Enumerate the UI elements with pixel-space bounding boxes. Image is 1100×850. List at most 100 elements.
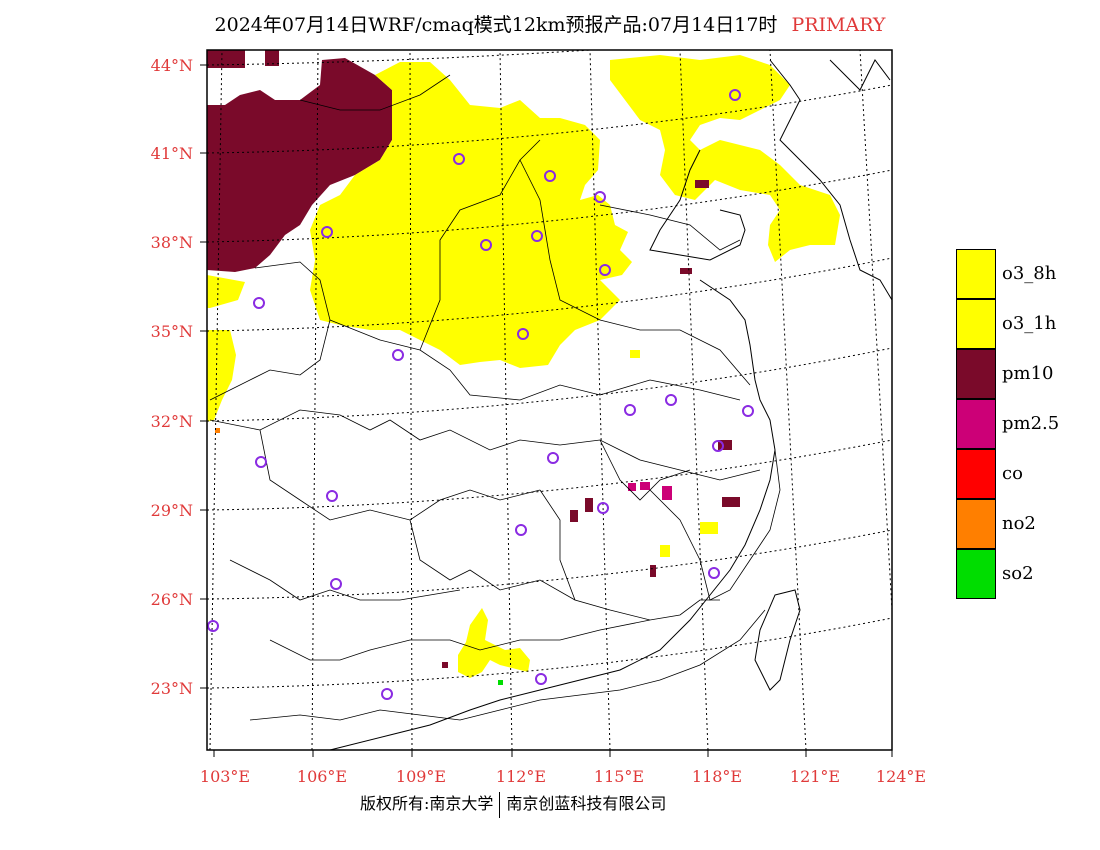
station-circle: [381, 688, 393, 700]
pm10-patch: [695, 180, 709, 188]
latitude-ticks: [200, 64, 207, 689]
station-circle: [531, 230, 543, 242]
pm10-region-northwest: [207, 58, 392, 272]
pm10-patch: [680, 268, 692, 274]
legend-label: pm2.5: [1002, 413, 1060, 434]
copyright-footer: 版权所有:南京大学 南京创蓝科技有限公司: [360, 790, 666, 818]
station-circle: [255, 456, 267, 468]
longitude-ticks: [213, 750, 893, 757]
lon-label-112: 112°E: [496, 767, 546, 786]
map-content: [207, 50, 892, 750]
lat-label-29: 29°N: [151, 501, 193, 520]
pm10-patch: [442, 662, 448, 668]
lon-label-103: 103°E: [200, 767, 250, 786]
pm10-patch: [265, 50, 279, 66]
pm10-patch: [585, 498, 593, 512]
lon-label-109: 109°E: [396, 767, 446, 786]
legend-item-no2: no2: [956, 499, 1100, 549]
lon-label-124: 124°E: [876, 767, 926, 786]
lat-label-23: 23°N: [151, 679, 193, 698]
o3-region-northeast: [610, 55, 840, 262]
lon-label-121: 121°E: [790, 767, 840, 786]
lon-label-115: 115°E: [594, 767, 644, 786]
station-circle: [253, 297, 265, 309]
lon-label-106: 106°E: [297, 767, 347, 786]
station-circle: [517, 328, 529, 340]
station-circle: [665, 394, 677, 406]
legend-swatch: [956, 349, 996, 399]
map-title: 2024年07月14日WRF/cmaq模式12km预报产品:07月14日17时 P…: [0, 10, 1100, 37]
footer-separator: [499, 791, 501, 818]
o3-region-guangdong: [458, 608, 530, 678]
station-circle: [326, 490, 338, 502]
title-primary-tag: PRIMARY: [791, 14, 886, 36]
copyright-right: 南京创蓝科技有限公司: [506, 794, 667, 813]
station-circle: [599, 264, 611, 276]
lat-label-26: 26°N: [151, 590, 193, 609]
lat-label-32: 32°N: [151, 412, 193, 431]
station-circle: [742, 405, 754, 417]
pm10-patch: [718, 440, 732, 450]
pm10-patch: [207, 50, 245, 68]
station-circle: [330, 578, 342, 590]
legend-swatch: [956, 249, 996, 299]
station-markers: [207, 89, 754, 700]
province-boundaries: [209, 74, 781, 721]
lon-label-118: 118°E: [692, 767, 742, 786]
no2-patch: [215, 428, 220, 433]
legend-item-co: co: [956, 449, 1100, 499]
station-circle: [594, 191, 606, 203]
legend-label: no2: [1002, 513, 1036, 534]
pm25-patch: [662, 486, 672, 500]
station-circle: [392, 349, 404, 361]
station-circle: [544, 170, 556, 182]
legend-item-o3-1h: o3_1h: [956, 299, 1100, 349]
o3-region-west: [207, 275, 245, 308]
lat-label-41: 41°N: [151, 144, 193, 163]
pm10-patch: [722, 497, 740, 507]
legend-label: co: [1002, 463, 1023, 484]
o3-region-west-2: [207, 330, 236, 422]
pm25-patch: [640, 482, 650, 490]
o3-region-north-china: [310, 62, 632, 368]
station-circle: [321, 226, 333, 238]
o3-patch: [700, 522, 718, 534]
legend-label: o3_1h: [1002, 313, 1057, 334]
longitude-gridlines: [209, 50, 892, 750]
lat-label-38: 38°N: [151, 233, 193, 252]
so2-patch: [498, 680, 503, 685]
station-circle: [453, 153, 465, 165]
pm10-patch: [570, 510, 578, 522]
map-frame: [206, 49, 893, 751]
station-circle: [712, 440, 724, 452]
lat-label-35: 35°N: [151, 322, 193, 341]
station-circle: [535, 673, 547, 685]
legend-item-pm10: pm10: [956, 349, 1100, 399]
legend-item-pm25: pm2.5: [956, 399, 1100, 449]
legend-label: o3_8h: [1002, 263, 1057, 284]
o3-patch: [630, 350, 640, 358]
legend-item-so2: so2: [956, 549, 1100, 599]
legend-swatch: [956, 549, 996, 599]
title-text: 2024年07月14日WRF/cmaq模式12km预报产品:07月14日17时: [214, 14, 778, 36]
o3-patch: [660, 545, 670, 557]
station-circle: [480, 239, 492, 251]
station-circle: [515, 524, 527, 536]
legend-label: so2: [1002, 563, 1034, 584]
station-circle: [708, 567, 720, 579]
coastline: [329, 59, 892, 750]
legend-swatch: [956, 399, 996, 449]
station-circle: [547, 452, 559, 464]
legend-swatch: [956, 449, 996, 499]
legend-swatch: [956, 499, 996, 549]
station-circle: [597, 502, 609, 514]
station-circle: [207, 620, 219, 632]
legend-swatch: [956, 299, 996, 349]
lat-label-44: 44°N: [151, 56, 193, 75]
legend-item-o3-8h: o3_8h: [956, 249, 1100, 299]
legend-label: pm10: [1002, 363, 1054, 384]
copyright-left: 版权所有:南京大学: [360, 794, 494, 813]
pm25-patch: [628, 483, 636, 491]
station-circle: [624, 404, 636, 416]
